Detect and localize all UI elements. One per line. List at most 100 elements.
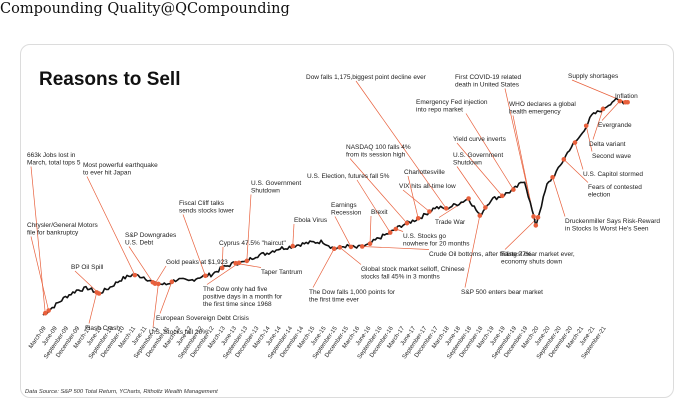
event-marker <box>427 209 432 214</box>
annotation-label: The Dow only had five positive days in a … <box>203 286 283 308</box>
event-marker <box>583 123 589 129</box>
annotation-line: Recession <box>331 210 362 217</box>
annotation-label: 663k Jobs lost in March, total tops 5 <box>27 152 81 167</box>
annotation-line: stocks fall 45% in 3 months <box>361 274 441 281</box>
annotation-label: U.S. Stocks fall 20% <box>149 329 208 336</box>
annotation-leader <box>456 166 486 208</box>
event-marker <box>132 272 138 278</box>
annotation-label: U.S. Government Shutdown <box>251 180 301 195</box>
annotation-line: Chrysler/General Motors <box>27 222 99 229</box>
annotation-line: Emergency Fed injection <box>416 99 488 106</box>
annotation-leader <box>585 125 593 152</box>
annotation-leader <box>369 215 372 244</box>
annotation-line: Taper Tantrum <box>261 269 302 276</box>
annotation-line: U.S. Election, futures fall 5% <box>307 173 390 180</box>
annotation-line: U.S. Debt <box>125 240 153 247</box>
annotation-line: Fiscal Cliff talks <box>179 200 225 207</box>
event-marker <box>600 106 606 112</box>
annotation-line: U.S. Stocks go <box>403 233 446 240</box>
annotation-leader <box>312 248 335 288</box>
event-marker <box>499 193 505 199</box>
event-marker <box>415 215 421 221</box>
annotation-line: Dow falls 1,175,biggest point decline ev… <box>306 74 427 81</box>
event-marker <box>46 308 51 313</box>
annotation-line: file for bankruptcy <box>27 230 79 237</box>
annotation-line: Inflation <box>615 93 638 100</box>
annotation-line: NASDAQ 100 falls 4% <box>346 144 411 151</box>
annotation-line: Ebola Virus <box>294 217 328 224</box>
annotation-line: Trade War <box>435 219 466 226</box>
annotation-leader <box>128 246 154 283</box>
annotation-leader <box>465 113 514 190</box>
annotation-line: Brexit <box>371 209 388 216</box>
annotation-leader <box>292 223 295 247</box>
annotation-label: Fiscal Cliff talks sends stocks lower <box>179 200 235 215</box>
annotation-line: Shutdown <box>453 160 482 167</box>
event-marker <box>572 140 578 145</box>
annotation-line: the first time ever <box>309 297 360 304</box>
annotation-line: Fastest bear market ever, <box>501 251 575 258</box>
annotation-label: Second wave <box>592 153 631 160</box>
annotation-label: Evergrande <box>598 122 632 129</box>
event-marker <box>617 98 623 104</box>
event-marker <box>233 260 238 266</box>
annotation-line: nowhere for 20 months <box>403 241 470 248</box>
annotation-line: from its session high <box>346 152 406 159</box>
annotation-leader <box>362 246 430 250</box>
annotation-label: Supply shortages <box>568 73 619 80</box>
annotation-label: VIX hits all-time low <box>399 183 456 190</box>
annotation-label: Global stock market selloff, Chinese stoc… <box>361 266 465 281</box>
annotation-line: U.S. Capitol stormed <box>583 171 643 178</box>
event-marker <box>337 245 343 250</box>
event-marker <box>152 281 158 286</box>
annotation-line: in Stocks Is Worst He's Seen <box>565 226 649 233</box>
event-marker <box>236 260 242 266</box>
annotation-line: economy shuts down <box>501 259 562 266</box>
annotation-line: VIX hits all-time low <box>399 183 456 190</box>
annotation-line: Second wave <box>592 153 631 160</box>
event-marker <box>483 205 488 210</box>
annotation-leader <box>349 158 408 224</box>
annotation-leader <box>159 281 173 314</box>
event-marker <box>219 265 225 271</box>
annotation-line: Evergrande <box>598 122 632 129</box>
annotation-leader <box>464 215 481 288</box>
annotation-label: European Sovereign Debt Crisis <box>156 315 250 322</box>
annotation-line: Druckenmiller Says Risk-Reward <box>565 218 660 225</box>
annotation-label: Taper Tantrum <box>261 269 302 276</box>
annotation-line: Gold peaks at $1,923 <box>166 259 228 266</box>
reasons-to-sell-chart: Reasons to Sell 663k Jobs lost in March, … <box>25 69 660 395</box>
annotation-line: S&P 500 enters bear market <box>461 289 543 296</box>
annotation-leader <box>74 270 100 294</box>
event-marker <box>404 220 410 226</box>
annotation-line: Cyprus 47.5% "haircut" <box>219 240 286 247</box>
annotation-line: Earnings <box>331 202 357 209</box>
annotation-line: Flash Crash <box>85 325 120 332</box>
annotation-label: Flash Crash <box>85 325 120 332</box>
annotation-label: Fastest bear market ever, economy shuts d… <box>501 251 575 266</box>
event-marker <box>477 213 483 218</box>
annotation-leader <box>563 159 589 183</box>
annotation-leader <box>182 214 206 276</box>
annotation-line: Global stock market selloff, Chinese <box>361 266 465 273</box>
event-marker <box>244 258 250 264</box>
event-marker <box>535 215 541 220</box>
event-marker <box>94 290 100 295</box>
annotation-line: U.S. Stocks fall 20% <box>149 329 208 336</box>
annotation-line: the first time since 1968 <box>203 301 272 308</box>
event-markers <box>42 98 630 316</box>
event-marker <box>367 241 373 246</box>
annotation-line: March, total tops 5 <box>27 160 81 167</box>
annotation-label: BP Oil Spill <box>71 264 104 271</box>
chart-title: Reasons to Sell <box>39 69 181 90</box>
annotation-line: S&P Downgrades <box>125 232 177 239</box>
annotation-leader <box>30 236 49 311</box>
annotation-line: Crude Oil bottoms, after falling 77% <box>429 251 532 258</box>
event-marker <box>550 174 555 180</box>
annotation-leader <box>339 247 362 265</box>
annotation-line: Most powerful earthquake <box>83 162 158 169</box>
event-marker <box>331 246 337 252</box>
annotation-label: Brexit <box>371 209 388 216</box>
annotation-leader <box>88 292 98 324</box>
annotation-line: 663k Jobs lost in <box>27 152 76 159</box>
